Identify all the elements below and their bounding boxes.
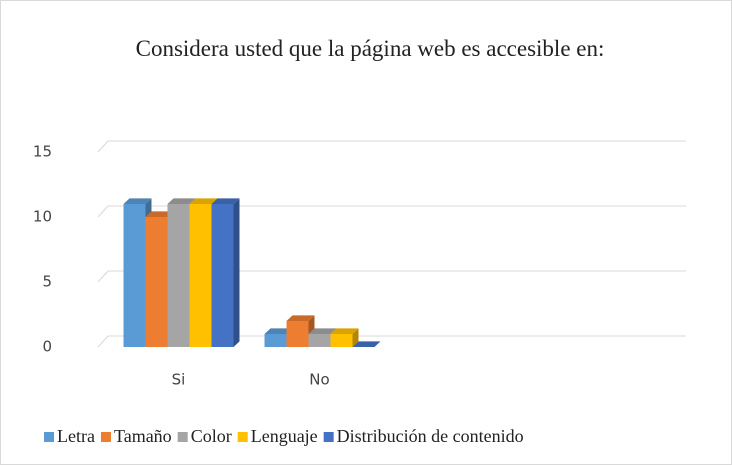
legend-swatch xyxy=(100,432,111,442)
bar-top xyxy=(123,198,152,204)
bar-side xyxy=(233,198,240,347)
bar xyxy=(286,321,309,347)
bar-top xyxy=(352,341,381,347)
bar xyxy=(264,334,287,347)
grid-line-depth xyxy=(97,335,109,348)
bar xyxy=(330,334,353,347)
legend-swatch xyxy=(323,432,334,442)
bar-top xyxy=(308,328,337,334)
bar-top xyxy=(145,211,174,217)
bar-top xyxy=(264,328,293,334)
bar-top xyxy=(167,198,196,204)
bar xyxy=(123,204,146,347)
legend-label: Letra xyxy=(57,426,95,446)
bar-top xyxy=(286,315,315,321)
legend-label: Color xyxy=(191,426,232,446)
bar xyxy=(167,204,190,347)
legend-swatch xyxy=(44,432,54,442)
legend-label: Lenguaje xyxy=(251,426,318,446)
y-tick-label: 15 xyxy=(33,143,52,161)
bar xyxy=(308,334,331,347)
bar-top xyxy=(189,198,218,204)
legend-label: Distribución de contenido xyxy=(337,426,524,446)
grid-line-depth xyxy=(97,140,109,153)
y-tick-label: 5 xyxy=(42,273,52,291)
x-tick-label: No xyxy=(309,371,329,389)
bar-top xyxy=(211,198,240,204)
bar xyxy=(189,204,212,347)
bar-side xyxy=(352,328,359,347)
legend-swatch xyxy=(237,432,248,442)
chart-title: Considera usted que la página web es acc… xyxy=(135,36,605,61)
x-tick-label: Si xyxy=(172,371,186,389)
grid-line-depth xyxy=(97,270,109,283)
bar-top xyxy=(330,328,359,334)
y-tick-label: 10 xyxy=(33,208,52,226)
grid-line-depth xyxy=(97,205,109,218)
legend-swatch xyxy=(177,432,188,442)
y-tick-label: 0 xyxy=(42,338,52,356)
legend-label: Tamaño xyxy=(114,426,172,446)
bar xyxy=(211,204,234,347)
bar xyxy=(145,217,168,347)
